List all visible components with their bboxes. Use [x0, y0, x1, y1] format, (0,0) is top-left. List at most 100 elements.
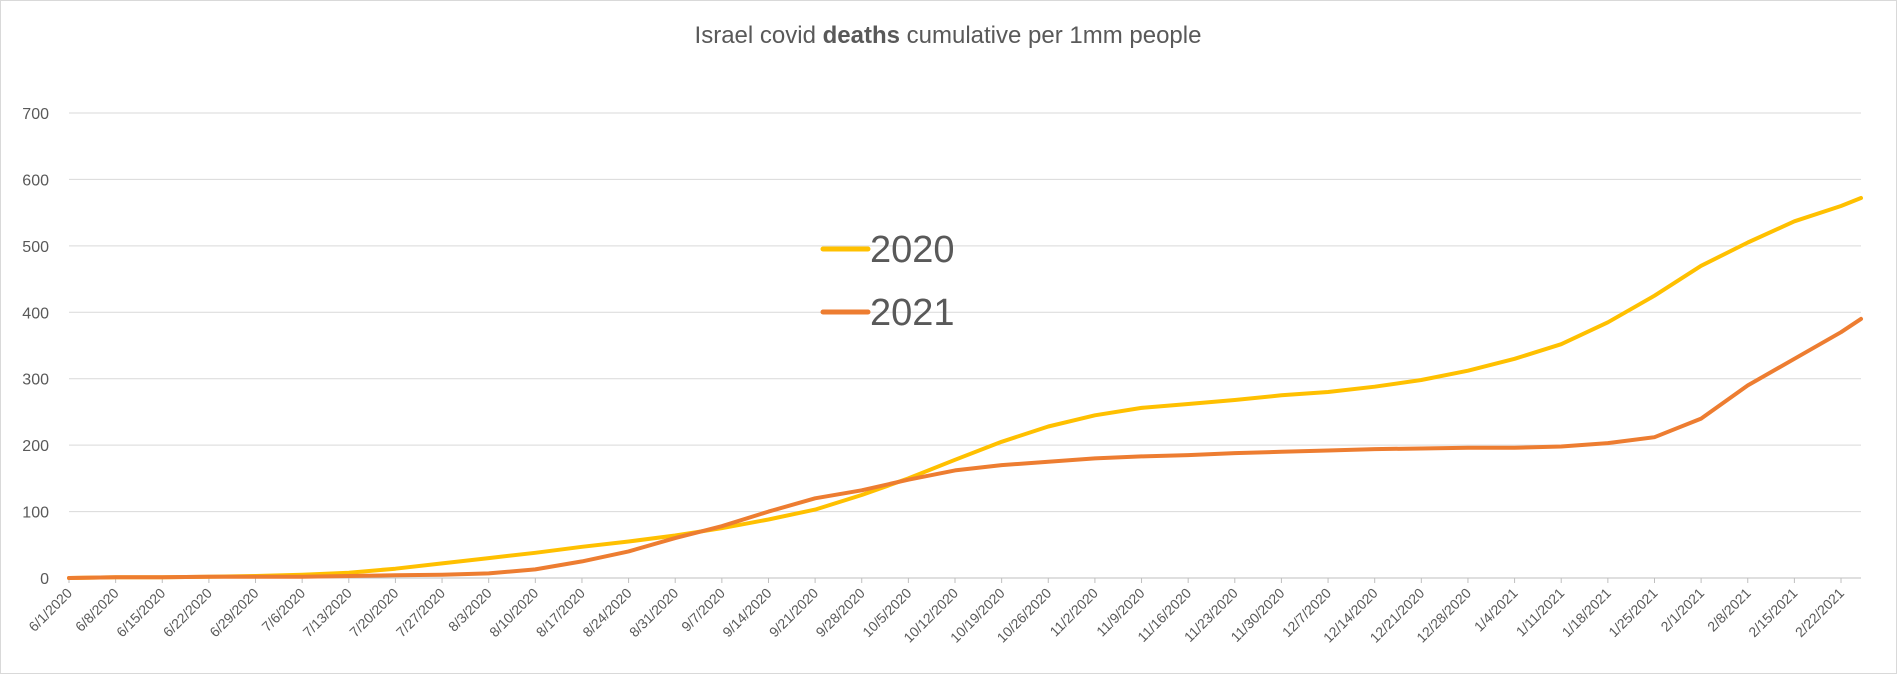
data-point-2021 — [1141, 455, 1142, 457]
x-tick-label: 7/27/2020 — [393, 585, 449, 641]
y-tick-label: 300 — [22, 372, 49, 389]
data-point-2020 — [1280, 394, 1282, 396]
y-tick-label: 100 — [22, 505, 49, 522]
data-point-2021 — [1747, 384, 1749, 386]
x-tick-label: 9/28/2020 — [813, 585, 869, 641]
x-tick-label: 7/13/2020 — [300, 585, 356, 641]
data-point-2021 — [301, 576, 303, 578]
data-point-2021 — [581, 560, 583, 562]
data-point-2021 — [1280, 451, 1282, 453]
data-point-2021 — [954, 469, 956, 471]
x-tick-label: 6/22/2020 — [160, 585, 216, 641]
data-point-2021 — [861, 489, 863, 491]
data-point-2020 — [1187, 403, 1189, 405]
data-point-2020 — [1234, 399, 1236, 401]
data-point-2021 — [115, 576, 117, 578]
data-point-2020 — [768, 519, 769, 520]
data-point-2020 — [1094, 414, 1096, 416]
x-tick-label: 8/17/2020 — [533, 585, 589, 641]
x-tick-label: 1/18/2021 — [1559, 585, 1615, 641]
data-point-2021 — [255, 576, 256, 578]
data-point-2021 — [441, 574, 443, 576]
data-point-2021 — [721, 525, 723, 527]
data-point-2021 — [814, 497, 816, 499]
data-point-2021 — [1560, 446, 1562, 447]
data-point-2020 — [814, 509, 816, 511]
x-tick-label: 6/15/2020 — [113, 585, 169, 641]
legend: 2020 2021 — [820, 229, 955, 334]
x-tick-label: 2/15/2021 — [1745, 585, 1801, 641]
data-point-2020 — [1840, 205, 1842, 207]
x-tick-label: 1/25/2021 — [1605, 585, 1661, 641]
data-point-2020 — [394, 568, 396, 570]
data-point-2021 — [768, 511, 769, 513]
data-point-2020 — [1327, 391, 1329, 393]
data-point-2020 — [861, 494, 863, 496]
x-tick-label: 9/21/2020 — [766, 585, 822, 641]
x-tick-label: 8/24/2020 — [579, 585, 635, 641]
data-point-2020 — [1607, 321, 1609, 323]
chart-title: Israel covid deaths cumulative per 1mm p… — [695, 22, 1202, 49]
x-tick-label: 2/1/2021 — [1657, 585, 1707, 635]
data-point-2021 — [1094, 457, 1096, 459]
x-axis-ticks: 6/1/20206/8/20206/15/20206/22/20206/29/2… — [25, 578, 1847, 646]
chart-title-part-2: deaths — [823, 22, 900, 49]
data-point-2020 — [954, 459, 956, 461]
data-point-2021 — [348, 575, 350, 577]
data-point-2020 — [674, 535, 676, 536]
data-point-2020 — [488, 557, 490, 559]
gridlines — [69, 112, 1861, 579]
data-point-2020 — [348, 572, 350, 574]
chart-title-part-1: Israel covid — [695, 22, 823, 49]
data-point-2020 — [1141, 407, 1142, 409]
y-axis-ticks: 0 100 200 300 400 500 600 700 — [22, 106, 49, 588]
data-point-2020 — [1420, 379, 1422, 381]
data-point-2021 — [907, 479, 909, 481]
y-tick-label: 700 — [22, 106, 49, 123]
data-point-2021 — [1187, 454, 1189, 456]
data-point-2021 — [1420, 448, 1422, 449]
data-point-2021 — [1047, 461, 1049, 463]
data-point-2021 — [394, 574, 396, 576]
data-point-2021 — [1793, 358, 1795, 360]
series-line-2020 — [67, 196, 1863, 580]
x-tick-label: 6/1/2020 — [25, 585, 75, 635]
data-point-2020 — [1747, 242, 1749, 243]
data-point-2021 — [1607, 442, 1609, 444]
data-point-2021 — [1654, 436, 1655, 438]
data-point-2021 — [1001, 464, 1003, 466]
x-tick-label: 11/2/2020 — [1046, 585, 1101, 640]
data-point-2020 — [1047, 426, 1049, 427]
data-point-2020 — [1700, 265, 1702, 267]
series-line-2021 — [67, 316, 1863, 580]
x-tick-label: 8/31/2020 — [626, 585, 682, 641]
data-point-2020 — [1467, 370, 1469, 372]
data-point-2020 — [1654, 295, 1655, 297]
data-point-2021 — [674, 537, 676, 539]
data-point-2021 — [208, 576, 210, 578]
data-point-2021 — [1374, 448, 1376, 450]
x-tick-label: 7/20/2020 — [346, 585, 402, 641]
y-tick-label: 200 — [22, 438, 49, 455]
y-tick-label: 500 — [22, 239, 49, 256]
data-point-2021 — [1327, 450, 1329, 451]
data-point-2020 — [1514, 358, 1516, 360]
x-tick-label: 6/29/2020 — [206, 585, 262, 641]
data-point-2020 — [1793, 220, 1795, 222]
x-tick-label: 8/10/2020 — [486, 585, 542, 641]
x-tick-label: 1/11/2021 — [1513, 585, 1568, 640]
data-point-2021 — [1840, 331, 1842, 333]
x-tick-label: 2/22/2021 — [1792, 585, 1848, 641]
data-point-2021 — [1467, 447, 1469, 449]
data-point-2021 — [488, 572, 490, 574]
data-point-2021 — [68, 577, 70, 579]
data-point-2021 — [161, 576, 163, 578]
x-tick-label: 9/14/2020 — [719, 585, 775, 641]
data-point-2021 — [628, 550, 630, 552]
series-lines — [67, 196, 1863, 580]
legend-label-2020: 2020 — [870, 229, 955, 271]
y-tick-label: 600 — [22, 172, 49, 189]
data-point-2021 — [1700, 418, 1702, 420]
